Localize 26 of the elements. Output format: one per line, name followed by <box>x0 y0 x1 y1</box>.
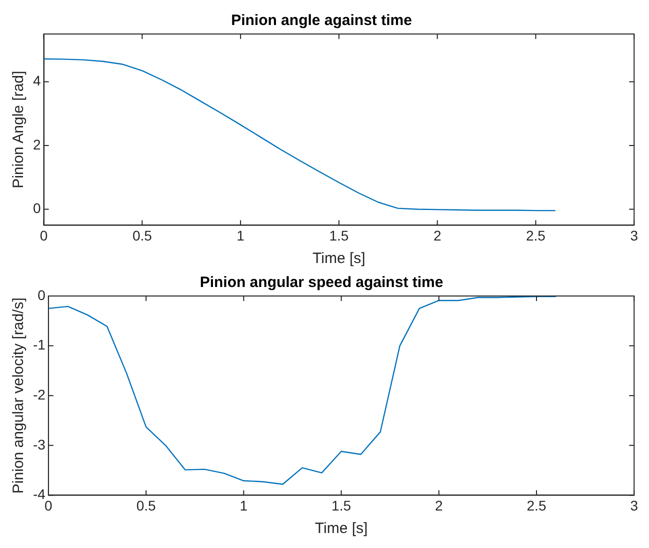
chart-title: Pinion angle against time <box>231 12 412 30</box>
x-tick-label: 3 <box>630 227 638 244</box>
x-tick-label: 0.5 <box>136 497 156 514</box>
x-tick-label: 2.5 <box>526 227 546 244</box>
x-tick-label: 2 <box>434 497 443 514</box>
x-axis-title: Time [s] <box>312 250 366 268</box>
x-tick-label: 1 <box>236 227 245 244</box>
y-tick-label: -2 <box>32 386 46 402</box>
x-tick-label: 0.5 <box>132 227 152 244</box>
y-tick-label: -3 <box>32 436 46 452</box>
y-tick-label: -1 <box>32 336 46 353</box>
y-tick-label: 0 <box>32 200 41 216</box>
y-axis-title: Pinion angular velocity [rad/s] <box>10 298 28 494</box>
x-tick-label: 2.5 <box>526 497 546 514</box>
x-axis-title: Time [s] <box>314 520 368 538</box>
y-tick-label: 2 <box>32 136 41 152</box>
y-tick-label: 4 <box>32 72 41 89</box>
x-tick-label: 2 <box>433 227 442 244</box>
y-tick-label: 0 <box>38 286 46 303</box>
x-tick-label: 1.5 <box>332 497 352 514</box>
y-tick-label: -4 <box>32 486 46 502</box>
x-tick-label: 3 <box>630 497 638 514</box>
x-tick-label: 1.5 <box>329 227 349 244</box>
y-axis-title: Pinion Angle [rad] <box>10 70 28 188</box>
x-tick-label: 1 <box>240 497 248 514</box>
chart-title: Pinion angular speed against time <box>200 274 444 292</box>
